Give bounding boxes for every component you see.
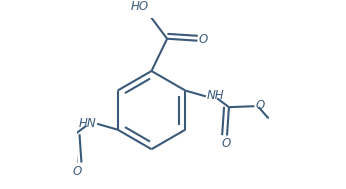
Text: O: O: [198, 33, 208, 46]
Text: NH: NH: [207, 89, 224, 102]
Text: O: O: [73, 165, 82, 178]
Text: HN: HN: [79, 116, 96, 129]
Text: O: O: [221, 137, 231, 150]
Text: O: O: [255, 99, 264, 112]
Text: HO: HO: [130, 0, 148, 13]
